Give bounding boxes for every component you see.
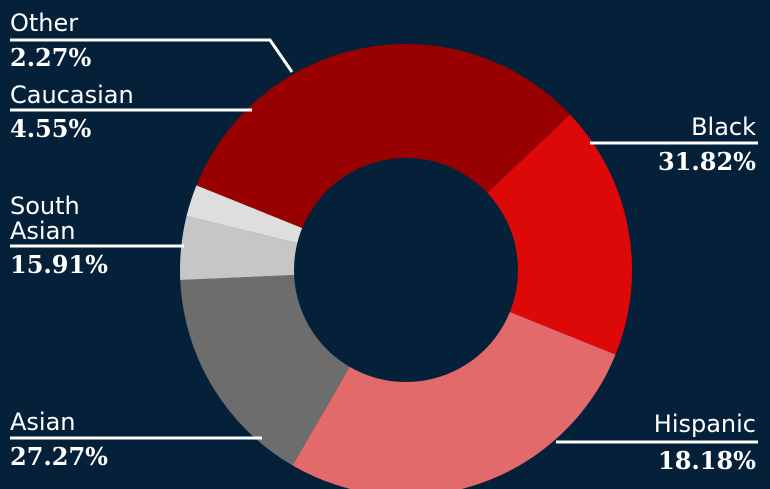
slice-hispanic xyxy=(406,114,632,355)
label-other-value: 2.27% xyxy=(10,43,91,72)
label-hispanic-value: 18.18% xyxy=(658,446,756,475)
label-south-asian-name: South Asian xyxy=(10,192,87,245)
label-hispanic-name: Hispanic xyxy=(654,410,756,438)
leader-lines xyxy=(10,38,758,444)
leader-line-other xyxy=(10,38,294,73)
label-asian-name: Asian xyxy=(10,408,76,436)
label-south-asian-value: 15.91% xyxy=(10,250,108,279)
donut-hole xyxy=(294,158,518,382)
label-caucasian-name: Caucasian xyxy=(10,81,134,109)
label-black-name: Black xyxy=(691,113,756,141)
label-black-value: 31.82% xyxy=(658,147,756,176)
label-south-asian-line1: South xyxy=(10,192,80,220)
label-other-name: Other xyxy=(10,9,78,37)
label-caucasian-value: 4.55% xyxy=(10,114,91,143)
slice-asian xyxy=(292,270,616,489)
label-asian-value: 27.27% xyxy=(10,442,108,471)
label-south-asian-line2: Asian xyxy=(10,217,76,245)
slice-black xyxy=(196,43,571,271)
